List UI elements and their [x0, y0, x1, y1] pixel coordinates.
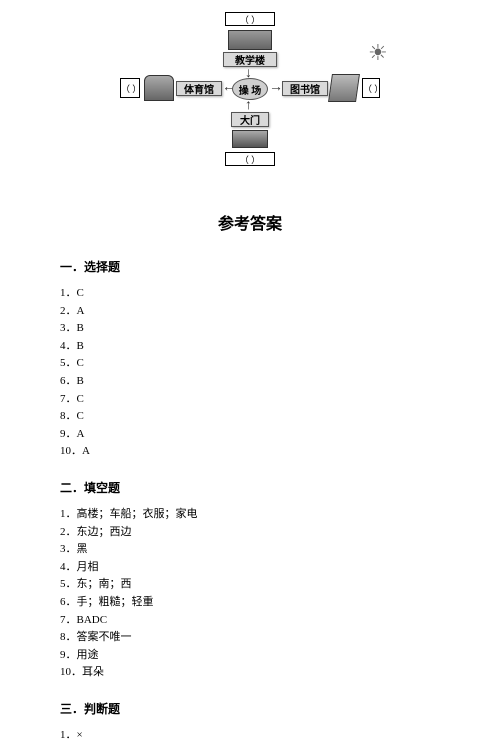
list-item: 3．B [60, 320, 440, 338]
list-item: 4．B [60, 338, 440, 356]
list-item: 10．A [60, 443, 440, 461]
section2-list: 1．高楼；车船；衣服；家电 2．东边；西边 3．黑 4．月相 5．东；南；西 6… [60, 506, 440, 682]
list-item: 5．东；南；西 [60, 576, 440, 594]
label-left: 体育馆 [176, 81, 222, 96]
center-oval: 操 场 [232, 78, 268, 100]
list-item: 3．黑 [60, 541, 440, 559]
building-left [144, 75, 174, 101]
building-top [228, 30, 272, 50]
label-bottom: 大门 [231, 112, 269, 127]
list-item: 8．答案不唯一 [60, 629, 440, 647]
blank-right: （ ） [362, 78, 380, 98]
section3-heading: 三．判断题 [60, 700, 440, 717]
building-bottom [232, 130, 268, 148]
list-item: 9．A [60, 426, 440, 444]
blank-bottom: （ ） [225, 152, 275, 166]
list-item: 6．B [60, 373, 440, 391]
list-item: 5．C [60, 355, 440, 373]
list-item: 1．× [60, 727, 440, 744]
section2-heading: 二．填空题 [60, 479, 440, 496]
blank-top: （ ） [225, 12, 275, 26]
list-item: 10．耳朵 [60, 664, 440, 682]
list-item: 8．C [60, 408, 440, 426]
building-right [328, 74, 360, 102]
label-right: 图书馆 [282, 81, 328, 96]
list-item: 7．BADC [60, 612, 440, 630]
list-item: 4．月相 [60, 559, 440, 577]
section1-list: 1．C 2．A 3．B 4．B 5．C 6．B 7．C 8．C 9．A 10．A [60, 285, 440, 461]
list-item: 6．手；粗糙；轻重 [60, 594, 440, 612]
section1-heading: 一．选择题 [60, 258, 440, 275]
campus-diagram: （ ） 教学楼 ↓ （ ） 体育馆 ← 操 场 → 图书馆 （ ） ↑ 大门 （… [120, 12, 380, 172]
list-item: 2．A [60, 303, 440, 321]
label-top: 教学楼 [223, 52, 277, 67]
sun-icon: ☀ [368, 40, 388, 66]
list-item: 2．东边；西边 [60, 524, 440, 542]
arrow-right: → [269, 80, 283, 96]
list-item: 1．C [60, 285, 440, 303]
list-item: 1．高楼；车船；衣服；家电 [60, 506, 440, 524]
answers-title: 参考答案 [60, 210, 440, 234]
blank-left: （ ） [120, 78, 140, 98]
section3-list: 1．× [60, 727, 440, 744]
list-item: 7．C [60, 391, 440, 409]
list-item: 9．用途 [60, 647, 440, 665]
